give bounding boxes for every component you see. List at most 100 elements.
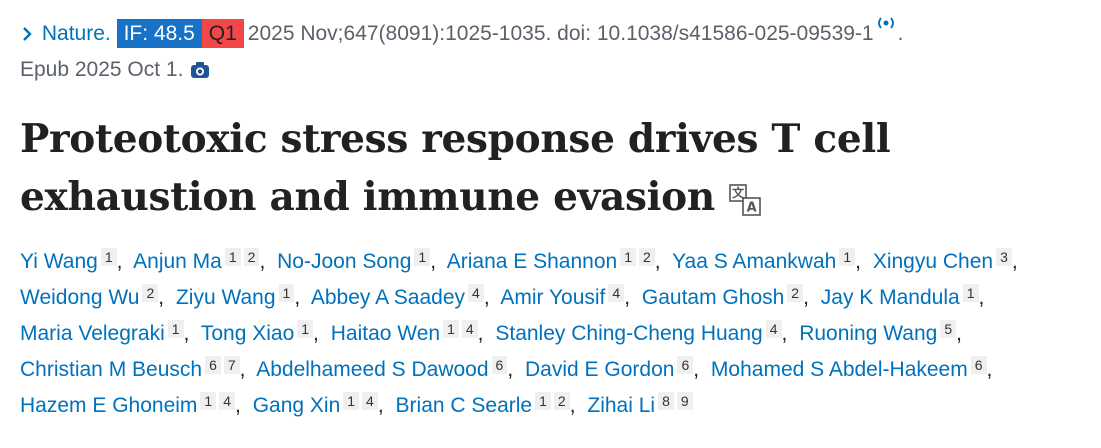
affiliation-ref[interactable]: 6 [205,356,221,374]
affiliation-ref[interactable]: 1 [297,320,314,338]
author-name[interactable]: Ruoning Wang [799,322,938,345]
separator: , [803,286,809,309]
svg-text:文: 文 [732,185,745,200]
author-entry: Mohamed S Abdel-Hakeem 6, [710,356,998,381]
epub-date: Epub 2025 Oct 1. [20,58,184,81]
author-entry: No-Joon Song 1, [277,248,442,273]
separator: , [294,286,301,309]
author-name[interactable]: No-Joon Song [277,250,412,273]
author-name[interactable]: Anjun Ma [133,250,222,273]
affiliation-ref[interactable]: 4 [765,320,782,338]
author-name[interactable]: Brian C Searle [395,394,533,417]
author-name[interactable]: Maria Velegraki [20,322,165,345]
author-name[interactable]: Stanley Ching-Cheng Huang [495,322,763,345]
author-entry: Xingyu Chen 3, [872,248,1024,273]
author-name[interactable]: Zihai Li [587,394,656,417]
affiliation-ref[interactable]: 4 [219,392,235,410]
author-name[interactable]: Ziyu Wang [175,286,276,309]
author-entry: Brian C Searle 1 2, [395,392,582,417]
citation-details: 2025 Nov;647(8091):1025-1035. doi: 10.10… [247,22,874,45]
affiliation-ref[interactable]: 2 [243,248,260,266]
author-entry: Amir Yousif 4, [500,284,636,309]
citation: Nature. IF: 48.5 Q1 2025 Nov;647(8091):102… [20,14,1081,88]
affiliation-ref[interactable]: 2 [553,392,570,410]
author-name[interactable]: Yaa S Amankwah [672,250,837,273]
affiliation-ref[interactable]: 2 [142,284,159,302]
affiliation-ref[interactable]: 7 [223,356,240,374]
article-header: Nature. IF: 48.5 Q1 2025 Nov;647(8091):102… [20,14,1082,424]
affiliation-ref[interactable]: 1 [620,248,636,266]
affiliation-ref[interactable]: 1 [100,248,117,266]
affiliation-ref[interactable]: 1 [278,284,295,302]
affiliation-ref[interactable]: 6 [677,356,694,374]
separator: , [235,394,241,417]
affiliation-ref[interactable]: 2 [639,248,655,266]
separator: , [654,250,661,273]
separator: , [956,322,962,345]
author-entry: Zihai Li 8 9 [587,392,693,417]
separator: , [569,394,576,417]
separator: , [116,250,123,273]
affiliation-ref[interactable]: 3 [996,248,1012,266]
author-name[interactable]: Abdelhameed S Dawood [256,358,489,381]
separator: , [986,358,993,381]
author-name[interactable]: Mohamed S Abdel-Hakeem [710,358,968,381]
affiliation-ref[interactable]: 8 [658,392,674,410]
affiliation-ref[interactable]: 1 [200,392,217,410]
translate-icon[interactable]: 文A [728,183,762,217]
author-name[interactable]: Abbey A Saadey [310,286,466,309]
author-name[interactable]: Hazem E Ghoneim [20,394,198,417]
author-entry: Christian M Beusch 6 7, [20,356,252,381]
author-name[interactable]: Yi Wang [20,250,98,273]
author-name[interactable]: Christian M Beusch [20,358,203,381]
author-name[interactable]: Gautam Ghosh [641,286,785,309]
affiliation-ref[interactable]: 6 [491,356,508,374]
author-entry: David E Gordon 6, [525,356,705,381]
impact-factor-badge: IF: 48.5 [116,19,202,48]
affiliation-ref[interactable]: 1 [443,320,459,338]
author-name[interactable]: Weidong Wu [20,286,140,309]
title-text: Proteotoxic stress response drives T cel… [20,116,891,220]
author-entry: Maria Velegraki 1, [20,320,195,345]
separator: , [430,250,437,273]
affiliation-ref[interactable]: 1 [167,320,184,338]
affiliation-ref[interactable]: 1 [414,248,431,266]
author-list: Yi Wang 1, Anjun Ma 1 2, No-Joon Song 1, Ari… [20,244,1082,424]
author-name[interactable]: Haitao Wen [330,322,441,345]
journal-link[interactable]: Nature. [41,22,111,45]
author-entry: Abdelhameed S Dawood 6, [256,356,519,381]
affiliation-ref[interactable]: 9 [676,392,693,410]
affiliation-ref[interactable]: 4 [468,284,484,302]
affiliation-ref[interactable]: 2 [787,284,804,302]
affiliation-ref[interactable]: 4 [362,392,378,410]
author-entry: Stanley Ching-Cheng Huang 4, [495,320,793,345]
separator: , [239,358,246,381]
author-name[interactable]: Gang Xin [252,394,341,417]
camera-icon[interactable] [189,60,211,80]
doi-icon[interactable] [874,14,898,32]
author-name[interactable]: David E Gordon [525,358,675,381]
affiliation-ref[interactable]: 1 [343,392,360,410]
author-name[interactable]: Ariana E Shannon [446,250,618,273]
author-name[interactable]: Tong Xiao [200,322,295,345]
affiliation-ref[interactable]: 1 [962,284,979,302]
author-entry: Gautam Ghosh 2, [641,284,815,309]
affiliation-ref[interactable]: 4 [461,320,478,338]
affiliation-ref[interactable]: 1 [224,248,241,266]
author-entry: Yaa S Amankwah 1, [672,248,867,273]
author-entry: Jay K Mandula 1, [820,284,991,309]
author-entry: Hazem E Ghoneim 1 4, [20,392,247,417]
affiliation-ref[interactable]: 1 [535,392,551,410]
affiliation-ref[interactable]: 4 [608,284,625,302]
affiliation-ref[interactable]: 1 [839,248,856,266]
affiliation-ref[interactable]: 5 [940,320,957,338]
chevron-icon [23,27,32,42]
author-name[interactable]: Amir Yousif [500,286,606,309]
affiliation-ref[interactable]: 6 [970,356,987,374]
author-entry: Anjun Ma 1 2, [133,248,271,273]
author-name[interactable]: Xingyu Chen [872,250,994,273]
separator: , [855,250,861,273]
author-name[interactable]: Jay K Mandula [820,286,960,309]
author-entry: Gang Xin 1 4, [252,392,390,417]
